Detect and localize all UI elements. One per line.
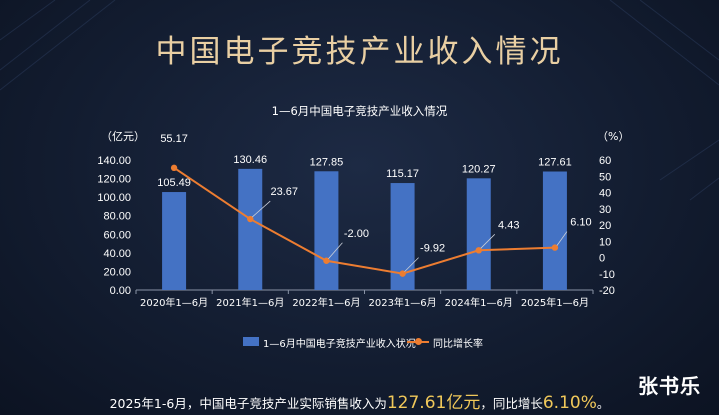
y-right-tick-label: -10	[599, 269, 615, 281]
y-left-tick-label: 20.00	[103, 266, 131, 278]
bar	[542, 171, 567, 290]
y-right-tick-label: 60	[599, 155, 611, 167]
growth-value-label: -9.92	[420, 243, 445, 255]
legend-swatch-dot	[415, 338, 422, 345]
bar-value-label: 130.46	[233, 154, 267, 166]
page-title: 中国电子竞技产业收入情况	[155, 34, 564, 70]
y-left-tick-label: 120.00	[97, 174, 131, 186]
y-left-tick-label: 140.00	[97, 155, 131, 167]
y-right-unit-label: （%）	[597, 130, 630, 143]
y-left-tick-label: 40.00	[103, 248, 131, 260]
chart-title: 1—6月中国电子竞技产业收入情况	[271, 104, 448, 118]
y-left-tick-label: 80.00	[103, 211, 131, 223]
growth-label-leader	[556, 231, 568, 246]
bar-value-label: 127.85	[310, 156, 344, 168]
summary-middle: ，同比增长	[480, 396, 543, 411]
growth-point	[247, 215, 254, 223]
bar-value-label: 115.17	[386, 168, 419, 180]
summary-revenue: 127.61亿元	[386, 393, 481, 413]
growth-value-label: -2.00	[344, 228, 369, 240]
author-watermark: 张书乐	[638, 374, 701, 398]
y-right-tick-label: -20	[599, 285, 615, 297]
x-tick-label: 2025年1—6月	[521, 296, 589, 309]
summary-growth: 6.10%	[542, 393, 597, 413]
bar-value-label: 120.27	[462, 163, 496, 175]
growth-line	[173, 167, 555, 275]
y-left-tick-label: 0.00	[110, 285, 131, 297]
y-left-tick-label: 100.00	[97, 192, 131, 204]
legend-label-revenue: 1—6月中国电子竞技产业收入状况	[263, 339, 416, 350]
summary-suffix: 。	[596, 396, 610, 411]
bar	[162, 192, 187, 290]
growth-value-label: 4.43	[498, 219, 519, 231]
growth-point	[170, 164, 178, 172]
y-left-tick-label: 60.00	[103, 229, 131, 241]
growth-point	[551, 244, 559, 251]
growth-point	[323, 257, 330, 264]
bar	[314, 171, 339, 290]
growth-point	[475, 247, 482, 254]
summary-prefix: 2025年1-6月，中国电子竞技产业实际销售收入为	[109, 396, 387, 411]
y-right-tick-label: 30	[599, 204, 611, 216]
x-tick-label: 2022年1—6月	[292, 296, 360, 309]
growth-label-leader	[404, 257, 419, 272]
y-right-tick-label: 10	[599, 236, 611, 248]
bar-value-label: 105.49	[157, 177, 191, 189]
x-tick-label: 2023年1—6月	[368, 296, 436, 309]
x-tick-label: 2020年1—6月	[140, 296, 208, 309]
bar	[466, 178, 491, 290]
summary-text: 2025年1-6月，中国电子竞技产业实际销售收入为127.61亿元，同比增长6.…	[0, 388, 719, 413]
x-tick-label: 2021年1—6月	[216, 296, 284, 309]
legend-swatch-bar	[243, 337, 259, 346]
bar-value-label: 127.61	[538, 157, 572, 169]
growth-point	[399, 270, 406, 277]
y-right-tick-label: 0	[599, 253, 605, 265]
y-right-tick-label: 40	[599, 188, 611, 200]
chart-legend: 1—6月中国电子竞技产业收入状况 同比增长率	[0, 335, 719, 350]
y-right-tick-label: 50	[599, 171, 611, 183]
y-left-unit-label: （亿元）	[101, 130, 145, 143]
bar	[238, 168, 263, 290]
growth-value-label: 55.17	[160, 133, 188, 145]
growth-label-leader	[328, 242, 343, 260]
y-right-tick-label: 20	[599, 220, 611, 232]
legend-label-growth: 同比增长率	[433, 339, 483, 350]
growth-value-label: 23.67	[270, 186, 298, 198]
growth-value-label: 6.10	[570, 217, 591, 229]
growth-label-leader	[480, 234, 496, 249]
x-tick-label: 2024年1—6月	[445, 296, 513, 309]
growth-label-leader	[251, 200, 271, 218]
